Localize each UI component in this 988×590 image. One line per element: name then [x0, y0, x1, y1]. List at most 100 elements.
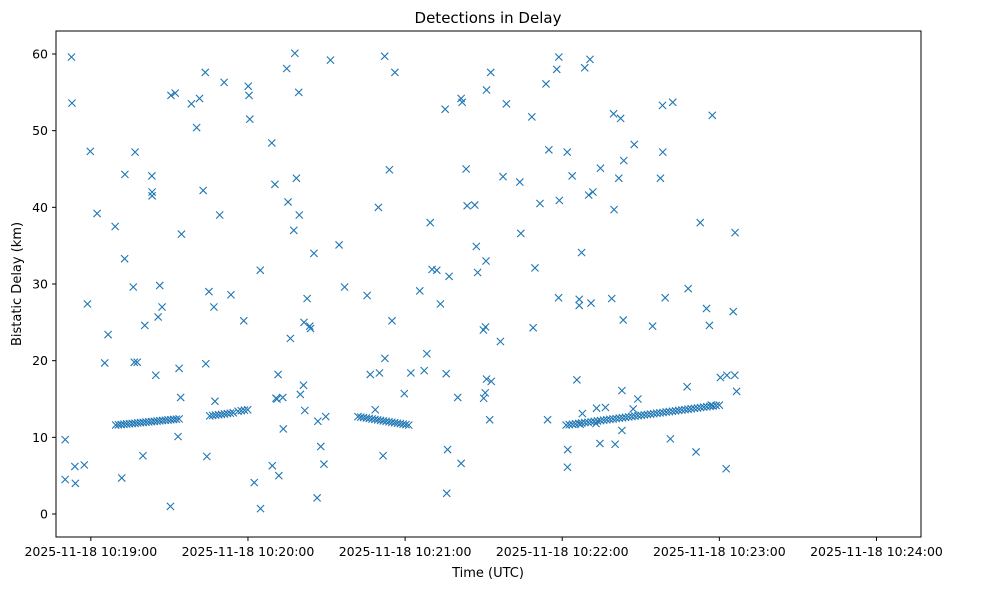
data-point-marker — [722, 371, 731, 380]
data-point-marker — [83, 299, 92, 308]
data-point-marker — [111, 222, 120, 231]
data-point-marker — [278, 393, 287, 402]
data-point-marker — [129, 283, 138, 292]
data-point-marker — [313, 493, 322, 502]
data-point-marker — [166, 502, 175, 511]
data-point-marker — [120, 254, 129, 263]
data-point-marker — [668, 98, 677, 107]
x-tick-label: 2025-11-18 10:24:00 — [810, 544, 943, 559]
data-point-marker — [577, 248, 586, 257]
data-point-marker — [130, 358, 139, 367]
data-point-marker — [245, 115, 254, 124]
y-tick-label: 50 — [32, 123, 48, 138]
data-point-marker — [279, 424, 288, 433]
data-point-marker — [458, 98, 467, 107]
data-point-marker — [234, 407, 242, 416]
data-point-marker — [614, 174, 623, 183]
data-point-marker — [544, 145, 553, 154]
data-point-marker — [601, 403, 610, 412]
data-point-marker — [541, 79, 550, 88]
data-point-marker — [273, 395, 282, 403]
data-point-marker — [463, 201, 472, 210]
data-point-marker — [432, 266, 441, 275]
data-point-marker — [67, 53, 76, 62]
data-point-marker — [244, 82, 253, 91]
data-point-marker — [229, 408, 238, 417]
data-point-marker — [290, 49, 299, 58]
data-point-marker — [93, 209, 102, 218]
data-point-marker — [499, 172, 508, 181]
data-point-marker — [732, 387, 741, 396]
data-point-marker — [245, 91, 253, 100]
y-tick-label: 0 — [40, 507, 48, 522]
data-point-marker — [309, 249, 318, 258]
data-point-marker — [443, 445, 452, 454]
data-point-marker — [722, 464, 731, 473]
data-point-marker — [656, 174, 665, 183]
data-point-marker — [555, 196, 564, 205]
data-point-marker — [422, 349, 431, 358]
data-point-marker — [305, 322, 314, 331]
data-point-marker — [486, 68, 495, 77]
data-point-marker — [630, 140, 639, 149]
data-point-marker — [436, 299, 445, 308]
data-point-marker — [552, 65, 561, 74]
x-axis: 2025-11-18 10:19:00 2025-11-18 10:20:00 20… — [24, 537, 943, 559]
data-point-marker — [148, 191, 157, 200]
data-point-marker — [67, 99, 76, 108]
data-point-marker — [321, 412, 330, 421]
data-point-marker — [175, 414, 184, 423]
data-point-marker — [487, 377, 496, 386]
data-point-marker — [274, 370, 283, 379]
plot-area — [55, 30, 922, 538]
data-point-marker — [175, 364, 184, 373]
x-axis-label: Time (UTC) — [451, 566, 524, 581]
data-point-marker — [607, 294, 616, 303]
data-point-marker — [176, 393, 185, 402]
data-point-marker — [195, 94, 204, 103]
data-point-marker — [155, 281, 164, 290]
data-point-marker — [575, 301, 584, 310]
data-point-marker — [209, 303, 218, 311]
data-point-marker — [705, 321, 714, 330]
data-point-marker — [174, 432, 183, 441]
data-point-marker — [527, 112, 536, 121]
y-axis: 0 10 20 30 40 50 60 — [32, 47, 56, 522]
data-point-marker — [611, 440, 620, 449]
data-point-marker — [529, 323, 538, 332]
data-point-marker — [268, 461, 277, 470]
data-point-marker — [226, 409, 235, 418]
data-point-marker — [658, 148, 667, 157]
data-point-marker — [530, 263, 539, 272]
data-point-marker — [481, 322, 490, 331]
data-point-marker — [554, 293, 563, 302]
data-point-marker — [286, 334, 295, 343]
data-point-marker — [274, 471, 283, 480]
data-point-marker — [442, 489, 451, 498]
data-point-marker — [335, 240, 344, 249]
data-point-marker — [442, 369, 451, 378]
data-point-marker — [473, 268, 482, 277]
data-point-marker — [158, 303, 167, 311]
chart-title: Detections in Delay — [415, 9, 562, 27]
data-point-marker — [457, 459, 466, 468]
data-point-marker — [201, 68, 210, 77]
data-point-marker — [729, 307, 738, 316]
data-point-marker — [730, 371, 739, 380]
data-point-marker — [445, 272, 454, 281]
data-point-marker — [684, 284, 693, 293]
data-point-marker — [120, 170, 129, 179]
data-point-marker — [404, 421, 413, 430]
data-point-marker — [202, 452, 211, 461]
data-point-marker — [148, 188, 157, 196]
data-point-marker — [708, 111, 717, 120]
x-tick-label: 2025-11-18 10:22:00 — [496, 544, 629, 559]
data-point-marker — [296, 390, 305, 399]
plot-background — [56, 31, 921, 537]
data-point-marker — [502, 99, 511, 108]
data-point-marker — [371, 405, 380, 414]
data-point-marker — [712, 401, 721, 410]
data-point-marker — [172, 415, 181, 424]
data-point-marker — [256, 266, 265, 275]
